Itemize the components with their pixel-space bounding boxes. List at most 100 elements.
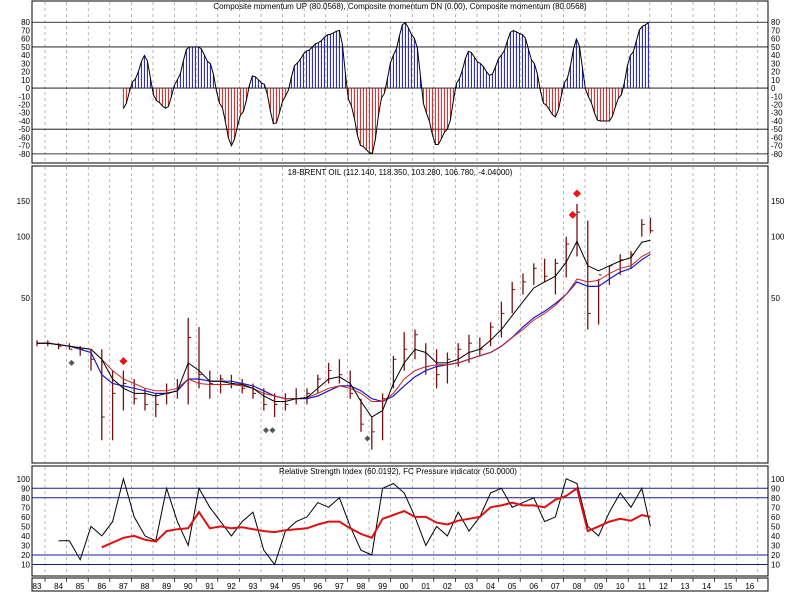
x-tick-label: 87 — [119, 582, 128, 591]
y-tick-label-right: 20 — [771, 551, 780, 560]
y-tick-label-left: -40 — [18, 117, 30, 126]
y-tick-label-right: -60 — [771, 133, 783, 142]
signal-marker-red — [568, 210, 577, 219]
x-tick-label: 16 — [745, 582, 754, 591]
x-tick-label: 98 — [357, 582, 366, 591]
y-tick-label-right: -80 — [771, 150, 783, 159]
y-tick-label-right: 50 — [771, 522, 780, 531]
signal-marker-gray — [68, 359, 75, 366]
y-tick-label-left: 80 — [21, 494, 30, 503]
y-tick-label-right: -40 — [771, 117, 783, 126]
y-tick-label-left: -10 — [18, 92, 30, 101]
x-tick-label: 14 — [702, 582, 711, 591]
x-tick-label: 97 — [335, 582, 344, 591]
y-tick-label-left: 70 — [21, 503, 30, 512]
y-tick-label-right: -50 — [771, 125, 783, 134]
fc-pressure-line — [101, 486, 651, 549]
y-tick-label-left: 60 — [21, 513, 30, 522]
x-tick-label: 05 — [508, 582, 517, 591]
y-tick-label-left: 30 — [21, 59, 30, 68]
x-tick-label: 00 — [400, 582, 409, 591]
moving-average-line — [37, 253, 651, 403]
y-tick-label-right: 50 — [771, 294, 780, 303]
y-tick-label-right: 90 — [771, 484, 780, 493]
y-tick-label-right: 10 — [771, 76, 780, 85]
y-tick-label-left: 20 — [21, 68, 30, 77]
x-tick-label: 07 — [551, 582, 560, 591]
x-tick-label: 10 — [616, 582, 625, 591]
signal-marker-gray — [364, 435, 371, 442]
y-tick-label-left: -20 — [18, 101, 30, 110]
x-tick-label: 86 — [97, 582, 106, 591]
price-panel: 150 150 100 100 50 50 18-BRENT OIL (112.140, … — [17, 165, 785, 464]
y-tick-label-right: 60 — [771, 35, 780, 44]
x-tick-label: 96 — [313, 582, 322, 591]
x-tick-label: 06 — [529, 582, 538, 591]
momentum-title: Composite momentum UP (80.0568), Composi… — [213, 2, 587, 11]
y-tick-label-right: 100 — [771, 475, 785, 484]
y-tick-label-right: -30 — [771, 109, 783, 118]
y-tick-label-right: 80 — [771, 18, 780, 27]
x-tick-label: 91 — [205, 582, 214, 591]
y-tick-label-right: 60 — [771, 513, 780, 522]
x-tick-label: 95 — [292, 582, 301, 591]
price-title: 18-BRENT OIL (112.140, 118.350, 103.280,… — [288, 168, 513, 177]
x-tick-label: 84 — [54, 582, 63, 591]
y-tick-label-left: 70 — [21, 26, 30, 35]
y-tick-label-left: 100 — [17, 475, 31, 484]
y-tick-label-left: 90 — [21, 484, 30, 493]
y-tick-label-right: -20 — [771, 101, 783, 110]
y-tick-label-left: -70 — [18, 142, 30, 151]
x-tick-label: 09 — [594, 582, 603, 591]
signal-marker-red — [119, 357, 128, 366]
y-tick-label-right: 40 — [771, 51, 780, 60]
x-tick-label: 11 — [638, 582, 647, 591]
y-tick-label-right: 50 — [771, 43, 780, 52]
x-tick-label: 03 — [465, 582, 474, 591]
y-tick-label-right: 100 — [771, 233, 785, 242]
x-tick-label: 93 — [249, 582, 258, 591]
y-tick-label-left: -80 — [18, 150, 30, 159]
y-tick-label-left: 20 — [21, 551, 30, 560]
moving-average-line — [37, 239, 651, 418]
y-tick-label-right: -70 — [771, 142, 783, 151]
x-tick-label: 99 — [378, 582, 387, 591]
x-tick-label: 12 — [659, 582, 668, 591]
y-tick-label-right: -10 — [771, 92, 783, 101]
x-tick-label: 89 — [162, 582, 171, 591]
y-tick-label-left: 150 — [17, 197, 31, 206]
y-tick-label-left: -30 — [18, 109, 30, 118]
x-axis: 83 84 85 86 87 88 89 90 91 92 93 94 95 96 97 98 99 00 01 02… — [31, 577, 769, 592]
momentum-line — [122, 22, 649, 154]
y-tick-label-left: 80 — [21, 18, 30, 27]
y-tick-label-right: 10 — [771, 560, 780, 569]
x-tick-label: 92 — [227, 582, 236, 591]
y-tick-label-left: 50 — [21, 294, 30, 303]
y-tick-label-left: -50 — [18, 125, 30, 134]
rsi-line — [58, 476, 651, 566]
moving-average-line — [37, 251, 651, 402]
y-tick-label-right: 40 — [771, 532, 780, 541]
y-tick-label-left: 40 — [21, 532, 30, 541]
x-tick-label: 88 — [141, 582, 150, 591]
y-tick-label-left: 50 — [21, 43, 30, 52]
y-tick-label-left: 100 — [17, 233, 31, 242]
x-tick-label: 02 — [443, 582, 452, 591]
rsi-title: Relative Strength Index (60.0192), FC Pr… — [279, 467, 517, 476]
x-tick-label: 04 — [486, 582, 495, 591]
x-tick-label: 85 — [76, 582, 85, 591]
x-tick-label: 08 — [573, 582, 582, 591]
y-tick-label-left: 50 — [21, 522, 30, 531]
x-tick-label: 83 — [33, 582, 42, 591]
y-tick-label-left: 60 — [21, 35, 30, 44]
y-tick-label-left: 10 — [21, 76, 30, 85]
x-tick-label: 01 — [421, 582, 430, 591]
x-tick-label: 15 — [724, 582, 733, 591]
y-tick-label-right: 70 — [771, 503, 780, 512]
y-tick-label-right: 0 — [771, 84, 776, 93]
y-tick-label-left: 40 — [21, 51, 30, 60]
y-tick-label-right: 150 — [771, 197, 785, 206]
